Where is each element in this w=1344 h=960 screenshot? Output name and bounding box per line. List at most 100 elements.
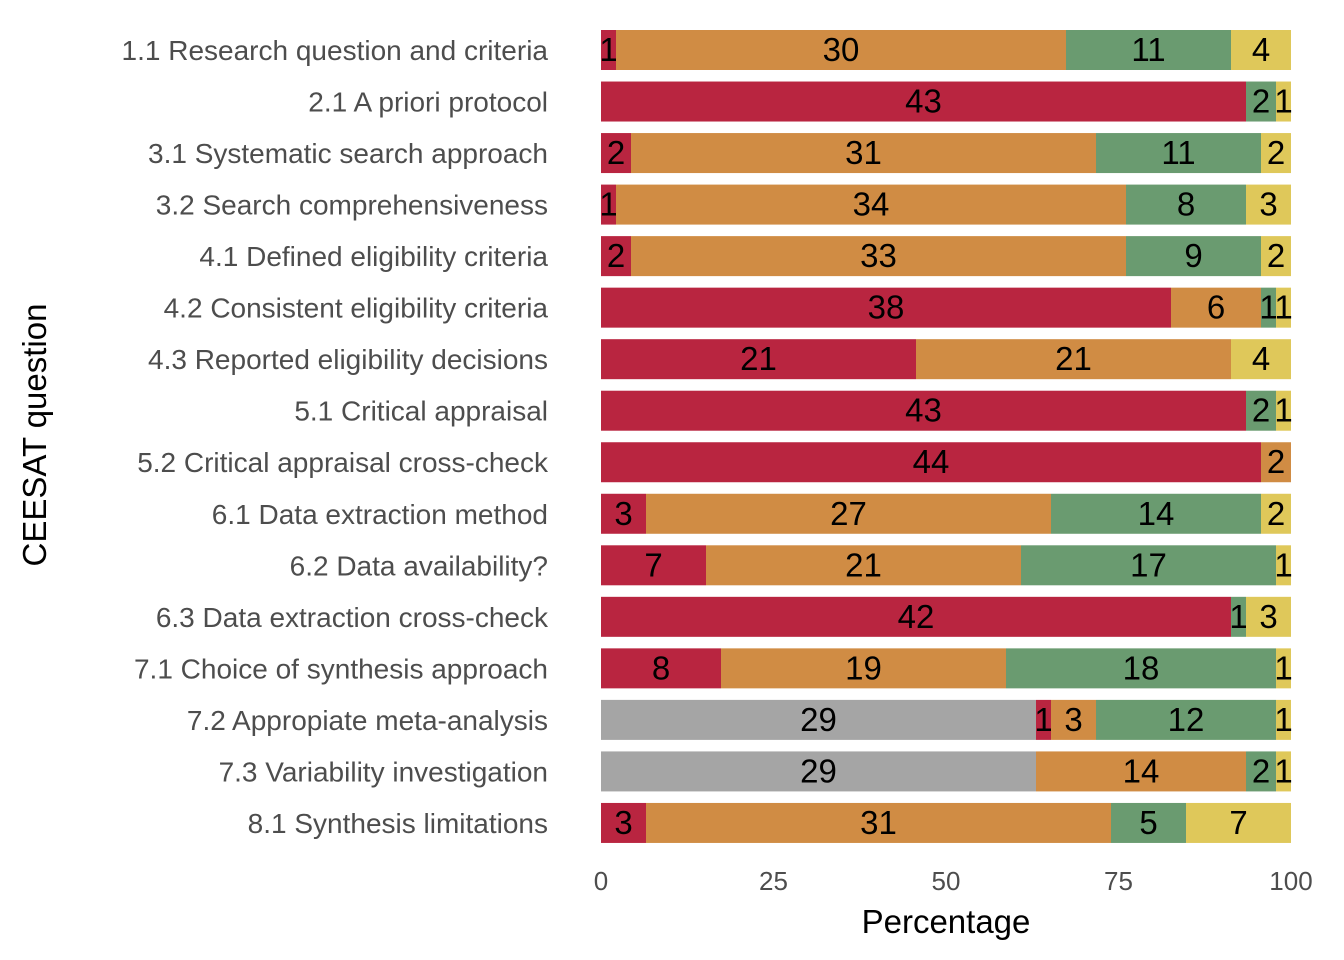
bar-value-label: 34 <box>853 186 890 223</box>
bar-value-label: 31 <box>860 804 897 841</box>
bar-value-label: 1 <box>1274 546 1292 583</box>
bar-segment <box>601 236 631 277</box>
bar-value-label: 3 <box>614 495 632 532</box>
bar-segment <box>1231 30 1291 70</box>
bar-value-label: 21 <box>1055 340 1092 377</box>
category-label: 6.1 Data extraction method <box>212 499 548 530</box>
bar-value-label: 2 <box>607 134 625 171</box>
bar-value-label: 5 <box>1139 804 1157 841</box>
bar-segment <box>1261 442 1291 483</box>
bar-value-label: 29 <box>800 752 837 789</box>
category-label: 5.2 Critical appraisal cross-check <box>137 447 549 478</box>
bar-segment <box>1276 648 1291 689</box>
bar-segment <box>1276 545 1291 586</box>
bar-value-label: 3 <box>614 804 632 841</box>
x-axis-title: Percentage <box>862 903 1031 940</box>
category-label: 6.3 Data extraction cross-check <box>156 602 549 633</box>
bar-segment <box>1036 699 1051 740</box>
category-label: 5.1 Critical appraisal <box>294 396 548 427</box>
bar-value-label: 7 <box>644 546 662 583</box>
category-label: 4.1 Defined eligibility criteria <box>199 241 548 272</box>
bar-value-label: 2 <box>1252 752 1270 789</box>
bar-segment <box>616 30 1066 70</box>
bar-segment <box>601 81 1246 122</box>
bar-segment <box>1126 236 1261 277</box>
bar-value-label: 43 <box>905 83 942 120</box>
bar-value-label: 7 <box>1229 804 1247 841</box>
bar-value-label: 9 <box>1184 237 1202 274</box>
category-label: 6.2 Data availability? <box>290 550 548 581</box>
x-tick-label: 50 <box>932 866 961 896</box>
bar-segment <box>601 30 616 70</box>
bar-value-label: 8 <box>652 649 670 686</box>
bar-value-label: 1 <box>1274 649 1292 686</box>
bar-segment <box>1276 699 1291 740</box>
bar-value-label: 3 <box>1259 598 1277 635</box>
bar-value-label: 2 <box>1252 83 1270 120</box>
x-axis-ticks: 0 25 50 75 100 <box>594 866 1313 896</box>
bar-segment <box>1006 648 1276 689</box>
bar-segment <box>721 648 1006 689</box>
category-label: 3.1 Systematic search approach <box>148 138 548 169</box>
bar-segment <box>631 133 1096 174</box>
bar-value-label: 19 <box>845 649 882 686</box>
bar-segment <box>916 339 1231 380</box>
bar-value-label: 1 <box>1229 598 1247 635</box>
bar-value-label: 21 <box>740 340 777 377</box>
bar-value-label: 2 <box>607 237 625 274</box>
bar-segment <box>601 390 1246 431</box>
bar-value-label: 21 <box>845 546 882 583</box>
bar-segment <box>1126 184 1246 225</box>
bar-value-label: 14 <box>1123 752 1160 789</box>
bar-value-label: 4 <box>1252 31 1270 68</box>
bar-segment <box>601 133 631 174</box>
bar-segment <box>601 545 706 586</box>
bar-value-label: 38 <box>868 289 905 326</box>
category-label: 1.1 Research question and criteria <box>122 35 549 66</box>
y-axis-title: CEESAT question <box>16 304 53 567</box>
x-tick-label: 0 <box>594 866 608 896</box>
bar-segment <box>1276 751 1291 792</box>
bar-value-label: 3 <box>1259 186 1277 223</box>
bar-segment <box>1276 390 1291 431</box>
bar-segment <box>1246 751 1276 792</box>
x-tick-label: 100 <box>1269 866 1312 896</box>
bar-value-label: 1 <box>1274 701 1292 738</box>
bar-segment <box>1246 81 1276 122</box>
x-tick-label: 25 <box>759 866 788 896</box>
bar-value-label: 3 <box>1064 701 1082 738</box>
bar-value-label: 12 <box>1168 701 1205 738</box>
category-label: 4.3 Reported eligibility decisions <box>148 344 548 375</box>
bar-segment <box>1231 596 1246 637</box>
bar-value-label: 44 <box>913 443 950 480</box>
bar-value-label: 1 <box>1034 701 1052 738</box>
bar-value-label: 1 <box>1274 392 1292 429</box>
bar-segment <box>616 184 1126 225</box>
bar-segment <box>1171 287 1261 328</box>
bar-value-label: 2 <box>1267 443 1285 480</box>
bar-segment <box>1261 236 1291 277</box>
bar-segment <box>1096 133 1261 174</box>
category-label: 7.1 Choice of synthesis approach <box>134 653 548 684</box>
category-label: 4.2 Consistent eligibility criteria <box>164 293 549 324</box>
bar-value-label: 11 <box>1131 31 1165 68</box>
bar-value-label: 14 <box>1138 495 1175 532</box>
category-label: 7.2 Appropiate meta-analysis <box>187 705 548 736</box>
category-label: 7.3 Variability investigation <box>219 756 548 787</box>
bar-value-label: 2 <box>1252 392 1270 429</box>
bar-segment <box>601 442 1261 483</box>
category-label: 2.1 A priori protocol <box>308 87 548 118</box>
bar-segment <box>601 596 1231 637</box>
bar-value-label: 4 <box>1252 340 1270 377</box>
bar-segment <box>601 751 1036 792</box>
bar-segment <box>1231 339 1291 380</box>
bar-value-label: 1 <box>599 31 617 68</box>
category-labels: 1.1 Research question and criteria 2.1 A … <box>122 35 549 839</box>
bar-segment <box>1246 184 1291 225</box>
bar-segment <box>601 184 616 225</box>
bar-segment <box>646 802 1111 843</box>
bar-value-label: 33 <box>860 237 897 274</box>
x-tick-label: 75 <box>1104 866 1133 896</box>
